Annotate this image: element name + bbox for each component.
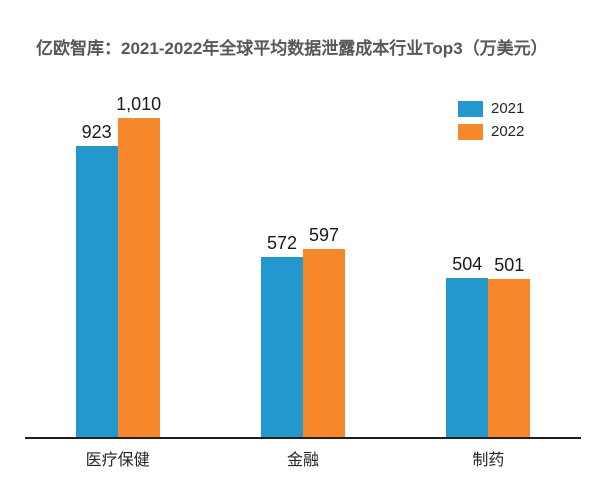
bar-value-label: 923 [81, 122, 112, 142]
legend-swatch-2022-icon [458, 124, 483, 140]
category-group-1: 572 597 [210, 90, 395, 437]
bar-value-label: 504 [452, 254, 483, 274]
legend-label-2022: 2022 [491, 123, 525, 140]
legend-item-2021: 2021 [458, 101, 524, 117]
bar-2022-2: 501 [488, 255, 531, 437]
x-axis-label-1: 金融 [286, 452, 319, 469]
bar-2022-0: 1,010 [116, 94, 161, 437]
chart-title: 亿欧智库：2021-2022年全球平均数据泄露成本行业Top3（万美元） [36, 39, 548, 58]
bar-value-label: 597 [308, 225, 340, 245]
category-group-2: 504 501 [396, 90, 581, 437]
x-axis-label-0: 医疗保健 [85, 452, 150, 469]
bar-2022-1: 597 [302, 225, 345, 437]
bar-value-label: 1,010 [116, 94, 162, 114]
bar-pair-0: 923 1,010 [75, 94, 161, 437]
legend-label-2021: 2021 [491, 100, 525, 117]
bar-2021-1: 572 [260, 233, 303, 437]
legend-item-2022: 2022 [458, 124, 524, 140]
legend-swatch-2021-icon [458, 101, 483, 117]
bar-value-label: 501 [494, 255, 525, 275]
bar-value-label: 572 [266, 233, 298, 253]
bar-pair-1: 572 597 [260, 225, 345, 437]
bar-pair-2: 504 501 [446, 254, 531, 437]
legend: 2021 2022 [458, 101, 524, 140]
plot-area: 923 1,010 572 597 504 501 [25, 90, 581, 439]
x-axis: 医疗保健 金融 制药 [25, 446, 581, 470]
bar-2021-0: 923 [75, 122, 118, 437]
category-group-0: 923 1,010 [25, 90, 210, 437]
x-axis-label-2: 制药 [472, 452, 505, 469]
bar-2021-2: 504 [446, 254, 489, 437]
